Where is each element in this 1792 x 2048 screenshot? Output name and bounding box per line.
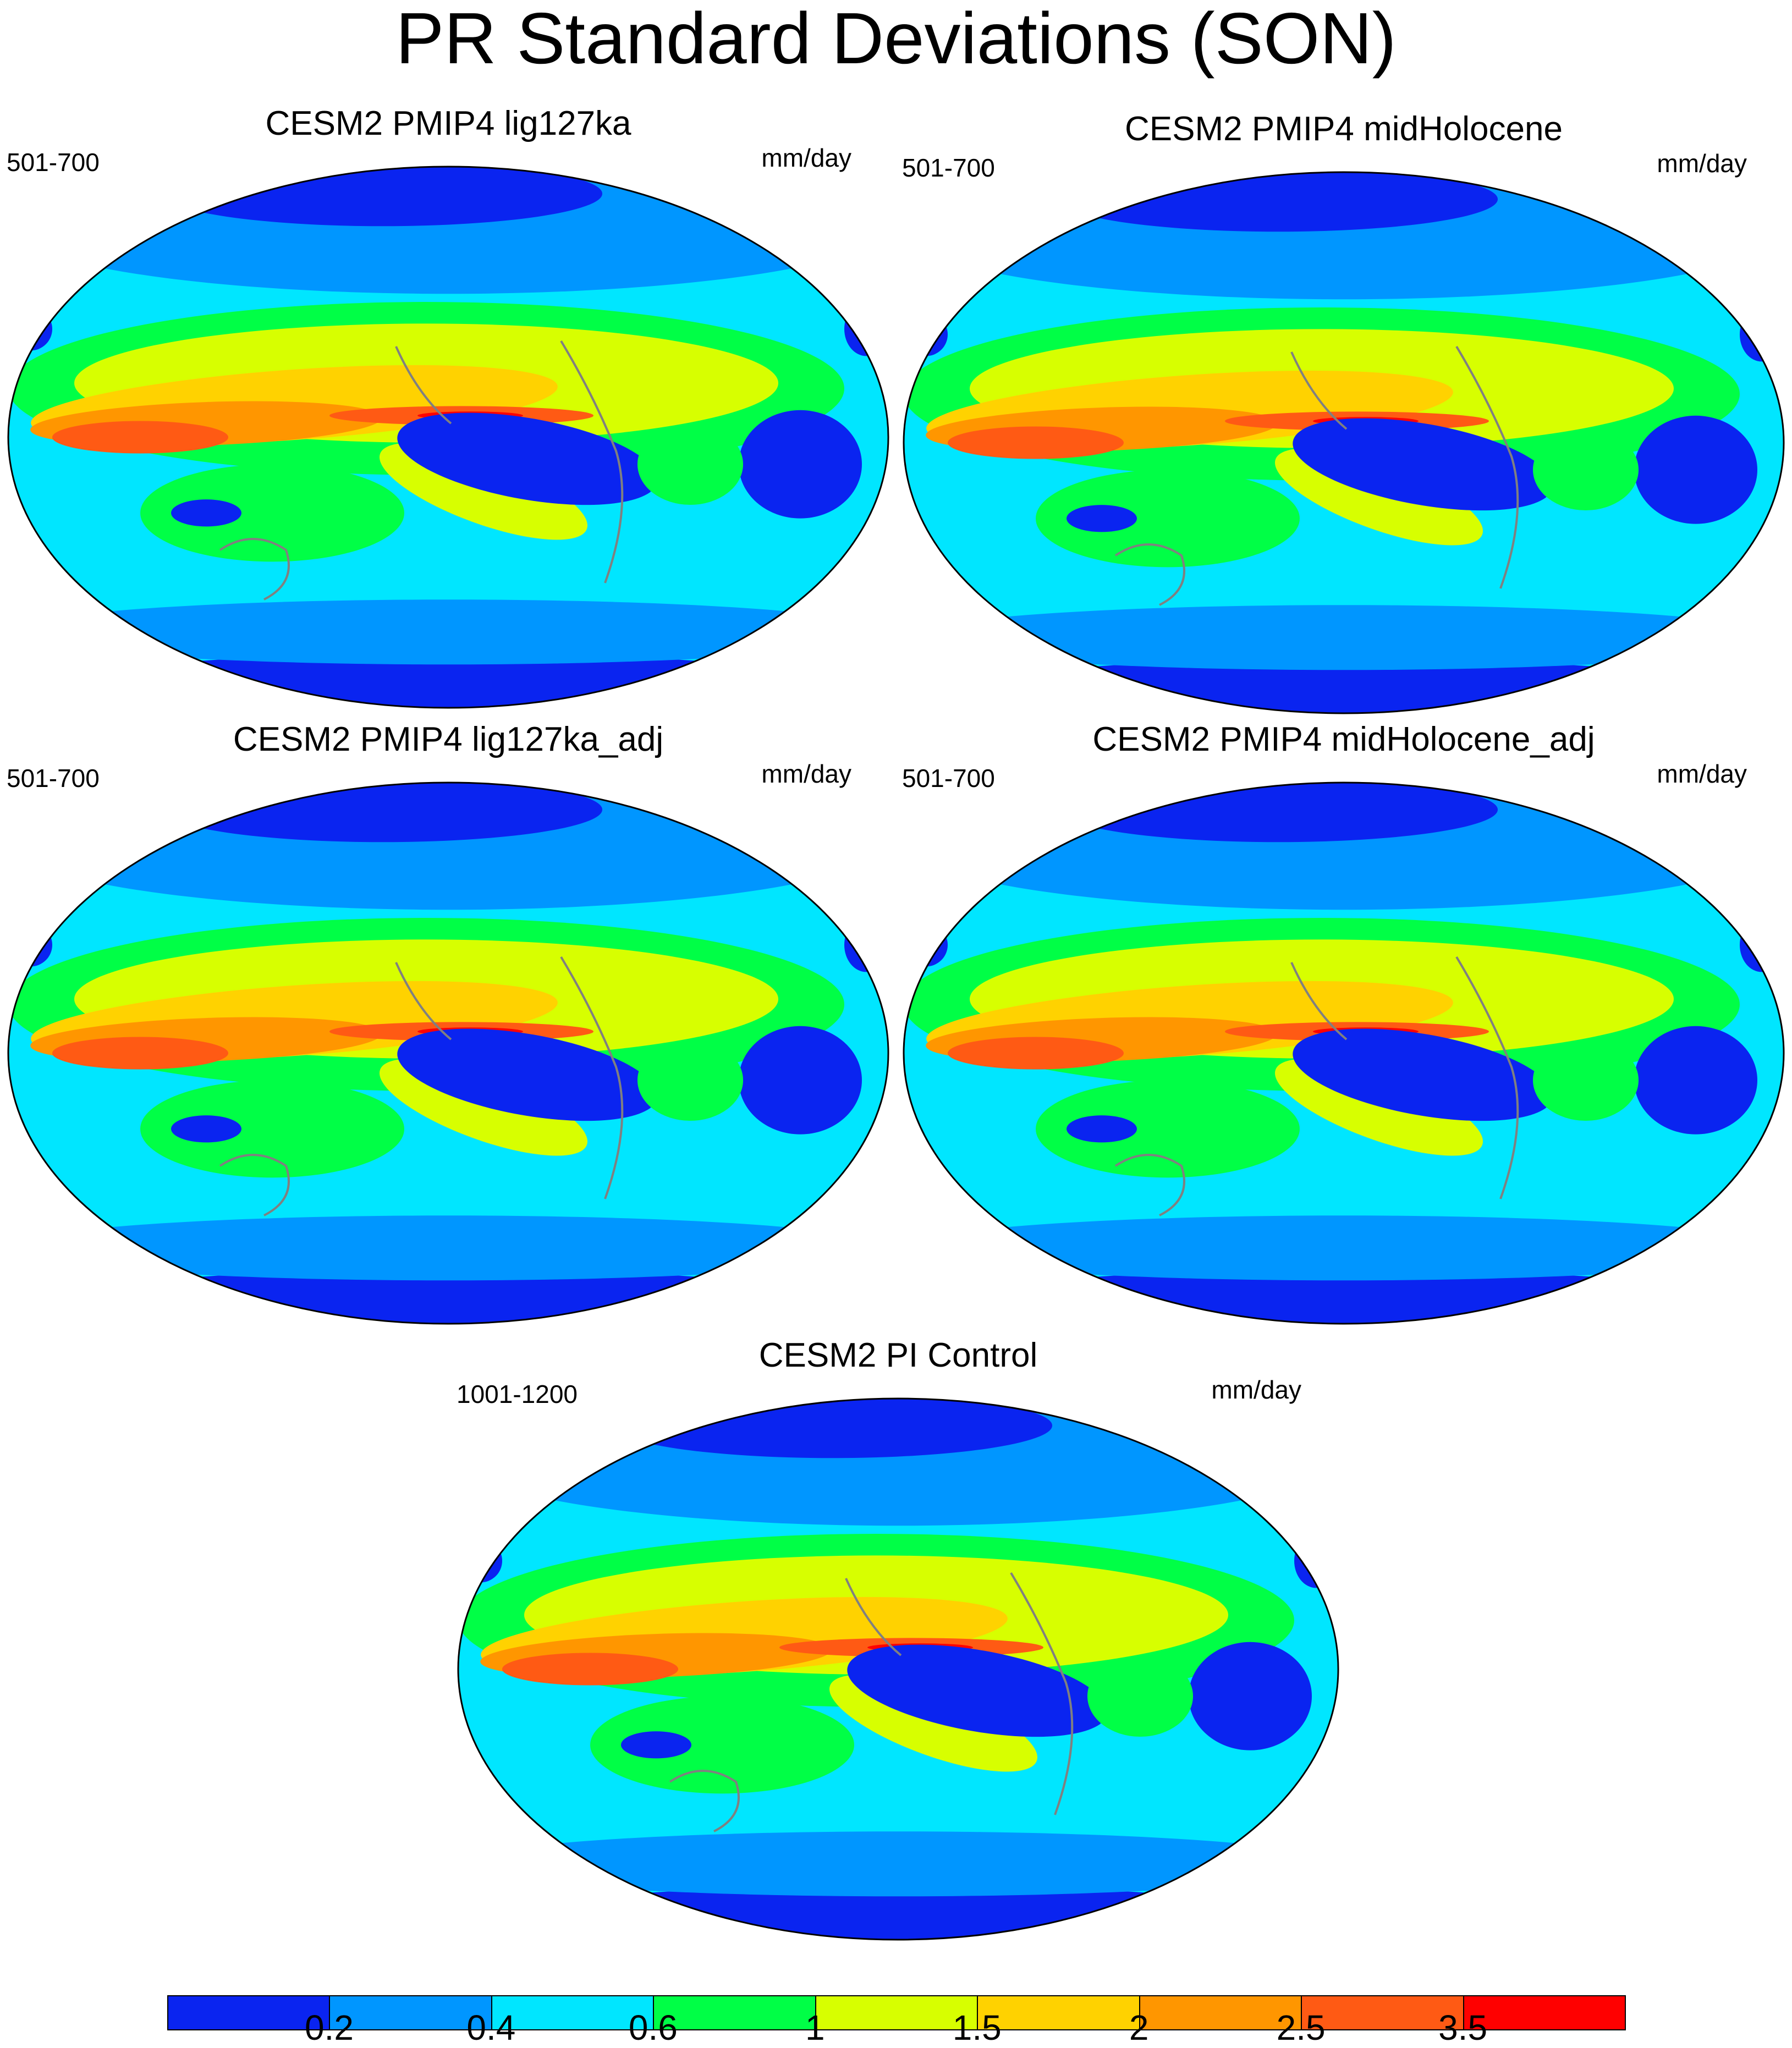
map-panel-midholocene: CESM2 PMIP4 midHolocene 501-700 mm/day xyxy=(895,110,1792,715)
colorbar-tick-label: 2 xyxy=(1129,2008,1149,2047)
world-map xyxy=(903,171,1785,714)
colorbar-cell xyxy=(977,1995,1140,2030)
map-panel-lig127ka: CESM2 PMIP4 lig127ka 501-700 mm/day xyxy=(0,104,897,709)
colorbar-cell xyxy=(1463,1995,1626,2030)
map-border xyxy=(7,781,889,1325)
main-title: PR Standard Deviations (SON) xyxy=(395,0,1397,79)
map-field xyxy=(8,783,888,1324)
colorbar-tick-label: 3.5 xyxy=(1438,2008,1488,2047)
panel-title: CESM2 PMIP4 lig127ka xyxy=(265,104,631,142)
colorbar-cell xyxy=(329,1995,492,2030)
map-border xyxy=(903,781,1785,1325)
map-border xyxy=(457,1397,1339,1941)
world-map xyxy=(7,166,889,709)
map-panel-midholocene-adj: CESM2 PMIP4 midHolocene_adj 501-700 mm/d… xyxy=(895,720,1792,1325)
panel-title: CESM2 PI Control xyxy=(758,1336,1038,1374)
world-map xyxy=(7,781,889,1325)
colorbar-tick-label: 2.5 xyxy=(1276,2008,1326,2047)
colorbar-tick-label: 0.4 xyxy=(466,2008,516,2047)
colorbar-tick-label: 1 xyxy=(805,2008,825,2047)
panel-units-label: mm/day xyxy=(1211,1375,1301,1404)
panel-period-label: 501-700 xyxy=(7,148,100,177)
colorbar-cell xyxy=(1139,1995,1302,2030)
panel-period-label: 501-700 xyxy=(902,153,995,182)
panel-title: CESM2 PMIP4 midHolocene_adj xyxy=(1092,720,1595,758)
panel-period-label: 501-700 xyxy=(902,764,995,792)
panel-title: CESM2 PMIP4 lig127ka_adj xyxy=(233,720,664,758)
panel-units-label: mm/day xyxy=(761,144,851,172)
panel-period-label: 501-700 xyxy=(7,764,100,792)
colorbar-tick-label: 0.6 xyxy=(628,2008,678,2047)
colorbar-cell xyxy=(653,1995,816,2030)
panel-units-label: mm/day xyxy=(1657,759,1747,788)
world-map xyxy=(457,1397,1339,1941)
panel-title: CESM2 PMIP4 midHolocene xyxy=(1125,110,1563,148)
map-field xyxy=(904,783,1784,1324)
colorbar-cell xyxy=(815,1995,979,2030)
colorbar-cell xyxy=(167,1995,331,2030)
map-border xyxy=(903,171,1785,714)
map-field xyxy=(904,172,1784,713)
world-map xyxy=(903,781,1785,1325)
map-panel-lig127ka-adj: CESM2 PMIP4 lig127ka_adj 501-700 mm/day xyxy=(0,720,897,1325)
colorbar xyxy=(167,1995,1626,2030)
colorbar-cell xyxy=(1301,1995,1464,2030)
colorbar-tick-label: 1.5 xyxy=(952,2008,1002,2047)
map-panel-pi-control: CESM2 PI Control 1001-1200 mm/day xyxy=(450,1336,1346,1941)
panel-units-label: mm/day xyxy=(1657,149,1747,178)
panel-period-label: 1001-1200 xyxy=(457,1380,578,1408)
colorbar-tick-label: 0.2 xyxy=(304,2008,354,2047)
map-border xyxy=(7,166,889,709)
panel-units-label: mm/day xyxy=(761,759,851,788)
